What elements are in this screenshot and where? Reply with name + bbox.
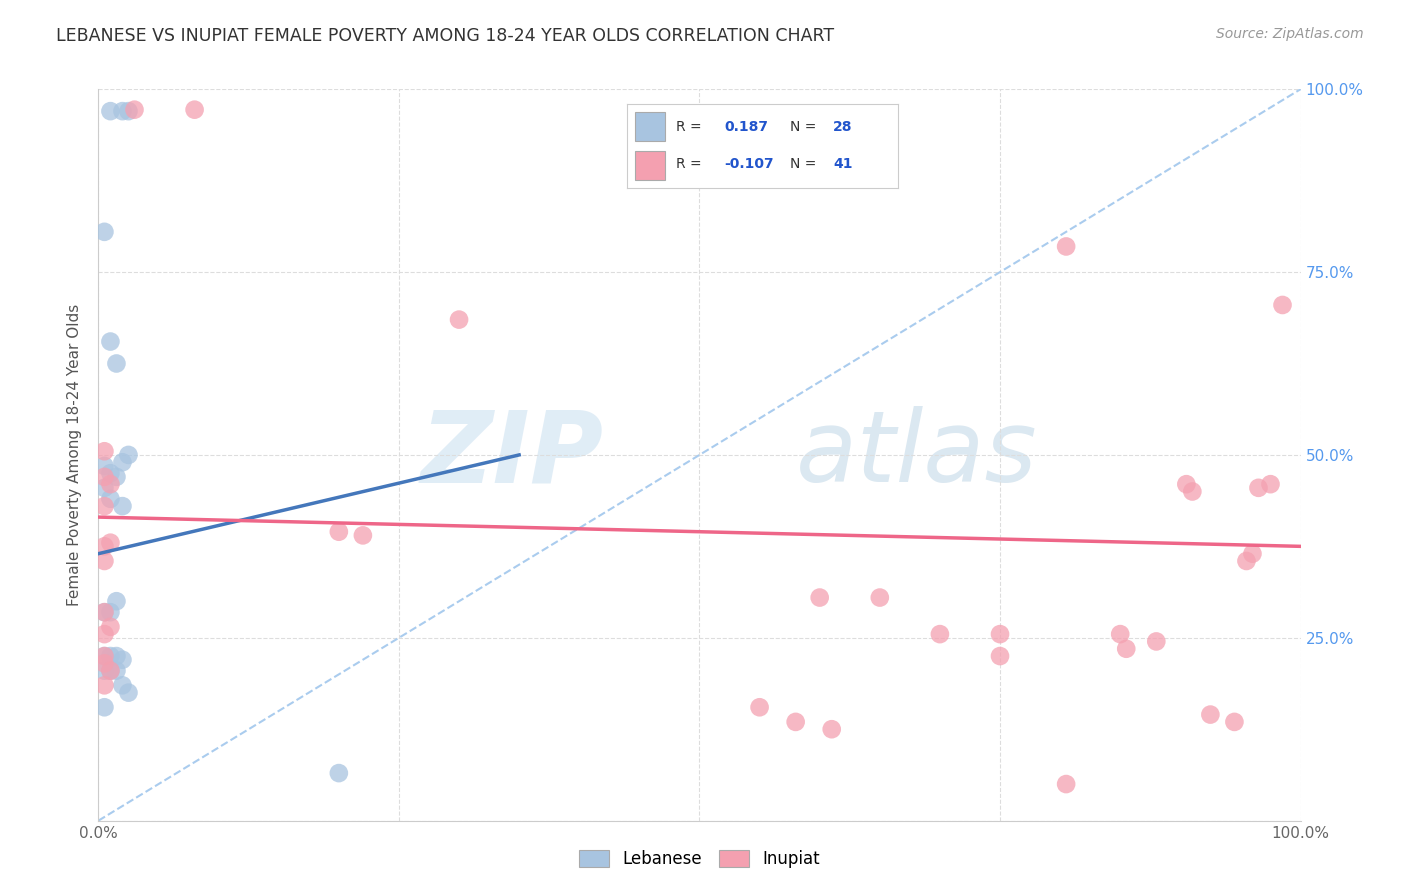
Point — [1260, 477, 1282, 491]
Point — [93, 657, 115, 671]
Text: -0.107: -0.107 — [724, 157, 775, 171]
Point — [93, 605, 115, 619]
Point — [1236, 554, 1258, 568]
Point — [111, 678, 134, 692]
Text: LEBANESE VS INUPIAT FEMALE POVERTY AMONG 18-24 YEAR OLDS CORRELATION CHART: LEBANESE VS INUPIAT FEMALE POVERTY AMONG… — [56, 27, 834, 45]
Point — [821, 723, 844, 737]
Point — [117, 104, 139, 119]
Point — [100, 605, 122, 619]
Point — [100, 649, 122, 664]
Point — [1109, 627, 1132, 641]
Point — [352, 528, 374, 542]
Point — [869, 591, 891, 605]
Text: 0.187: 0.187 — [724, 120, 769, 134]
Point — [124, 103, 146, 117]
Point — [100, 664, 122, 678]
Point — [1054, 239, 1077, 253]
Text: N =: N = — [790, 157, 820, 171]
Point — [100, 104, 122, 119]
Point — [183, 103, 205, 117]
Point — [93, 700, 115, 714]
Point — [1241, 547, 1264, 561]
Point — [117, 448, 139, 462]
Point — [748, 700, 770, 714]
Point — [117, 686, 139, 700]
Point — [928, 627, 950, 641]
Point — [105, 594, 128, 608]
Point — [1247, 481, 1270, 495]
Text: R =: R = — [676, 157, 706, 171]
Point — [111, 653, 134, 667]
Point — [1054, 777, 1077, 791]
Point — [1115, 641, 1137, 656]
Point — [105, 470, 128, 484]
Point — [93, 225, 115, 239]
Point — [93, 649, 115, 664]
Point — [1144, 634, 1167, 648]
FancyBboxPatch shape — [636, 112, 665, 141]
Point — [93, 678, 115, 692]
Point — [93, 458, 115, 473]
Point — [105, 356, 128, 371]
Point — [93, 444, 115, 458]
Point — [100, 466, 122, 480]
Point — [93, 481, 115, 495]
Point — [93, 470, 115, 484]
Point — [785, 714, 807, 729]
Point — [1175, 477, 1198, 491]
Point — [1223, 714, 1246, 729]
Y-axis label: Female Poverty Among 18-24 Year Olds: Female Poverty Among 18-24 Year Olds — [67, 304, 83, 606]
Point — [93, 554, 115, 568]
Text: atlas: atlas — [796, 407, 1038, 503]
Point — [93, 499, 115, 513]
Point — [100, 477, 122, 491]
Point — [100, 620, 122, 634]
Point — [105, 664, 128, 678]
Point — [111, 104, 134, 119]
Point — [111, 455, 134, 469]
Point — [105, 649, 128, 664]
Point — [93, 627, 115, 641]
Point — [328, 766, 350, 780]
Point — [988, 649, 1011, 664]
Text: R =: R = — [676, 120, 706, 134]
Point — [93, 605, 115, 619]
FancyBboxPatch shape — [636, 151, 665, 179]
Legend: Lebanese, Inupiat: Lebanese, Inupiat — [572, 843, 827, 874]
Point — [111, 499, 134, 513]
Point — [93, 649, 115, 664]
Text: N =: N = — [790, 120, 820, 134]
Text: Source: ZipAtlas.com: Source: ZipAtlas.com — [1216, 27, 1364, 41]
Text: ZIP: ZIP — [420, 407, 603, 503]
Text: 41: 41 — [832, 157, 852, 171]
Point — [100, 334, 122, 349]
Point — [1181, 484, 1204, 499]
Point — [93, 539, 115, 553]
Point — [808, 591, 831, 605]
Point — [447, 312, 470, 326]
Point — [1271, 298, 1294, 312]
Point — [988, 627, 1011, 641]
Point — [93, 664, 115, 678]
Point — [100, 491, 122, 506]
Point — [1199, 707, 1222, 722]
Point — [328, 524, 350, 539]
Text: 28: 28 — [832, 120, 852, 134]
Point — [100, 664, 122, 678]
Point — [100, 535, 122, 549]
